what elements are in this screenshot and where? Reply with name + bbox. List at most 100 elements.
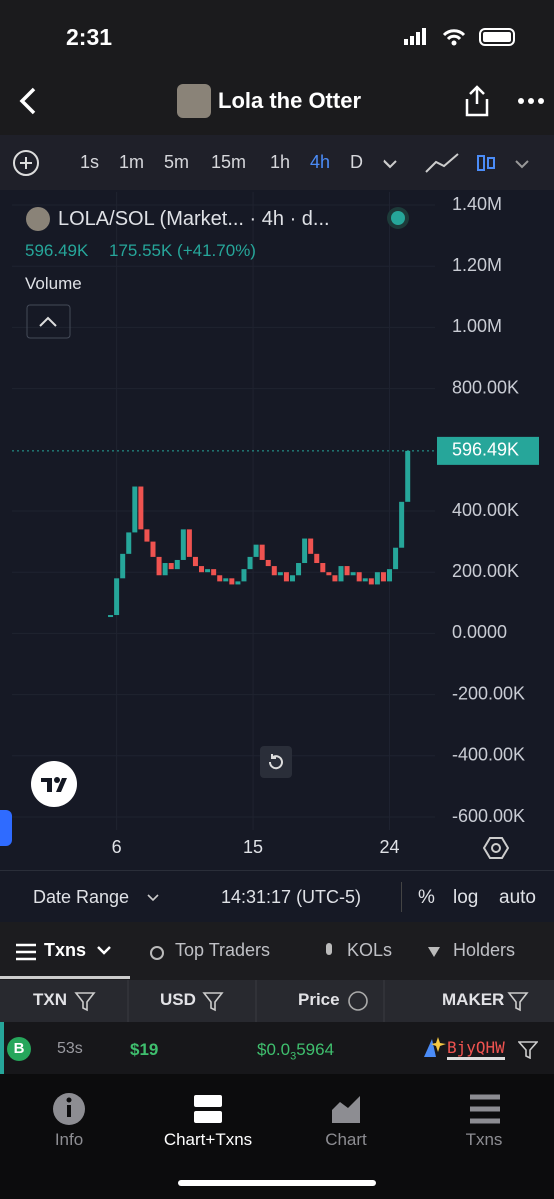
candle xyxy=(265,559,271,567)
candle xyxy=(192,556,198,567)
txn-maker[interactable]: BjyQHW xyxy=(447,1038,505,1060)
status-time: 2:31 xyxy=(66,24,113,50)
candle xyxy=(156,556,162,576)
add-indicator[interactable] xyxy=(12,149,42,179)
date-range[interactable]: Date Range xyxy=(33,887,130,907)
side-handle[interactable] xyxy=(0,810,12,846)
candle xyxy=(253,544,259,557)
settings-button[interactable] xyxy=(483,835,509,861)
timeframe[interactable]: 1h xyxy=(270,152,291,172)
timeframe[interactable]: D xyxy=(350,152,363,172)
column-header[interactable]: Price xyxy=(298,990,340,1009)
percent-toggle[interactable]: % xyxy=(418,887,435,908)
price-prefix: $0.0 xyxy=(257,1040,291,1059)
nav-item[interactable]: Chart xyxy=(325,1130,367,1149)
tab-underline xyxy=(0,976,130,979)
candle xyxy=(259,544,265,560)
txn-usd: $19 xyxy=(130,1040,159,1059)
candle xyxy=(120,553,126,579)
tab[interactable]: Txns xyxy=(44,940,87,960)
y-tick-label: 800.00K xyxy=(452,377,519,397)
nav-item[interactable]: Info xyxy=(54,1130,84,1149)
candle xyxy=(205,569,211,573)
x-tick-label: 24 xyxy=(380,837,400,857)
nav-item[interactable]: Chart+Txns xyxy=(163,1130,253,1149)
price-zeros: 3 xyxy=(290,1050,297,1063)
toolbar-bg xyxy=(0,135,554,190)
x-tick-label: 6 xyxy=(112,837,122,857)
candle xyxy=(180,529,186,560)
candle xyxy=(308,538,314,554)
side-badge: B xyxy=(7,1037,31,1061)
y-tick-label: -400.00K xyxy=(452,745,525,765)
timeframe[interactable]: 5m xyxy=(164,152,190,172)
row-marker xyxy=(0,1022,4,1074)
candle xyxy=(150,541,156,557)
candle xyxy=(326,572,332,576)
candle xyxy=(302,538,308,564)
timeframe[interactable]: 1s xyxy=(80,152,100,172)
candle xyxy=(144,529,150,542)
column-header[interactable]: MAKER xyxy=(442,990,505,1009)
divider xyxy=(0,870,554,871)
column-header[interactable]: USD xyxy=(160,990,196,1009)
candle xyxy=(108,615,114,618)
candle xyxy=(223,578,229,582)
timeframe[interactable]: 1m xyxy=(119,152,145,172)
filter-icons xyxy=(74,980,529,1022)
txn-price: $0.035964 xyxy=(257,1040,334,1062)
divider xyxy=(401,882,402,912)
log-toggle[interactable]: log xyxy=(453,887,479,908)
candle xyxy=(320,563,326,573)
chart-bg xyxy=(0,190,554,922)
y-tick-label: 200.00K xyxy=(452,561,519,581)
candle xyxy=(247,556,253,570)
column-header[interactable]: TXN xyxy=(33,990,67,1009)
y-tick-label: 1.00M xyxy=(452,316,502,336)
candle xyxy=(132,486,138,533)
candle xyxy=(211,569,217,576)
candle xyxy=(235,581,241,585)
candle xyxy=(338,566,344,582)
back-button[interactable] xyxy=(16,86,40,116)
live-dot xyxy=(391,211,405,225)
nav-item[interactable]: Txns xyxy=(465,1130,503,1149)
nav-bg xyxy=(0,1074,554,1199)
candle xyxy=(162,563,168,576)
tabs-bg xyxy=(0,922,554,980)
candle xyxy=(174,559,180,570)
candle xyxy=(399,501,405,548)
tradingview-logo xyxy=(31,761,77,807)
candle xyxy=(271,566,277,576)
volume-label: Volume xyxy=(25,274,82,293)
candle xyxy=(199,566,205,573)
reset-button[interactable] xyxy=(260,746,292,778)
candle xyxy=(289,575,295,582)
candle xyxy=(186,529,192,557)
chart-type-icons xyxy=(383,153,529,173)
auto-toggle[interactable]: auto xyxy=(499,887,536,908)
more-button[interactable] xyxy=(517,96,545,106)
filter-icon[interactable] xyxy=(518,1041,538,1059)
status-icons xyxy=(404,28,515,46)
y-tick-label: 1.20M xyxy=(452,255,502,275)
candle xyxy=(368,578,374,585)
tab[interactable]: Top Traders xyxy=(175,940,271,960)
candle xyxy=(229,578,235,585)
candle xyxy=(217,575,223,582)
y-tick-label: 1.40M xyxy=(452,194,502,214)
legend-price: 596.49K xyxy=(25,241,89,260)
header-title: Lola the Otter xyxy=(218,88,362,113)
timeframe[interactable]: 4h xyxy=(310,152,331,172)
tab[interactable]: Holders xyxy=(453,940,516,960)
clock: 14:31:17 (UTC-5) xyxy=(221,887,362,907)
tab[interactable]: KOLs xyxy=(347,940,393,960)
txn-age: 53s xyxy=(57,1040,83,1057)
chevron xyxy=(97,946,111,955)
collapse-button[interactable] xyxy=(26,304,72,340)
price-digits: 5964 xyxy=(296,1040,335,1059)
share-button[interactable] xyxy=(463,84,491,118)
tab-icons xyxy=(150,943,440,960)
timeframe[interactable]: 15m xyxy=(211,152,247,172)
nav-icons xyxy=(53,1093,500,1125)
